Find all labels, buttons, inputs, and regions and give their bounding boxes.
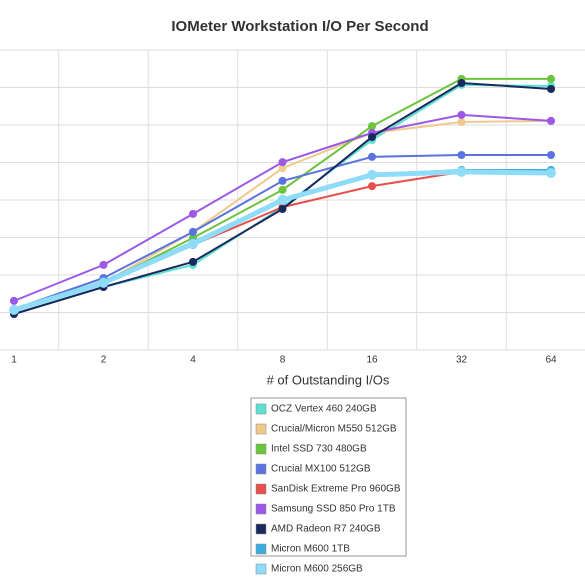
legend-label: Samsung SSD 850 Pro 1TB <box>271 504 396 515</box>
data-point <box>277 195 288 205</box>
legend-label: Crucial/Micron M550 512GB <box>271 424 397 435</box>
data-point <box>189 209 197 218</box>
data-point <box>278 176 287 185</box>
data-point <box>367 169 377 180</box>
data-point <box>457 79 466 87</box>
legend-swatch <box>255 523 267 535</box>
legend-label: Intel SSD 730 480GB <box>271 444 367 455</box>
legend-label: AMD Radeon R7 240GB <box>271 524 381 535</box>
data-point <box>98 277 109 288</box>
data-point <box>368 133 376 141</box>
legend-swatch <box>255 483 267 495</box>
data-point <box>10 296 18 305</box>
legend-swatch <box>255 443 267 455</box>
legend-label: OCZ Vertex 460 240GB <box>271 404 377 415</box>
data-point <box>457 118 466 126</box>
data-point <box>278 164 287 173</box>
data-point <box>546 168 556 178</box>
data-point <box>547 116 555 125</box>
legend-swatch <box>255 563 267 575</box>
data-point <box>457 151 466 159</box>
data-point <box>547 74 555 83</box>
x-tick-label: 1 <box>11 355 17 366</box>
x-tick-label: 2 <box>101 355 107 366</box>
legend-label: Crucial MX100 512GB <box>271 464 371 475</box>
data-point <box>188 238 198 249</box>
x-tick-label: 32 <box>456 355 468 366</box>
data-point <box>189 257 197 266</box>
data-point <box>99 260 108 269</box>
x-tick-label: 64 <box>545 355 557 366</box>
legend-label: SanDisk Extreme Pro 960GB <box>271 484 401 495</box>
x-axis-label: # of Outstanding I/Os <box>267 372 390 387</box>
legend <box>250 397 407 557</box>
data-point <box>368 122 376 131</box>
x-tick-label: 4 <box>190 355 196 366</box>
data-point <box>9 304 19 315</box>
legend-swatch <box>255 423 267 435</box>
data-point <box>368 182 376 191</box>
legend-swatch <box>255 463 267 475</box>
data-point <box>368 152 376 161</box>
data-point <box>278 158 287 167</box>
data-point <box>278 185 287 194</box>
data-point <box>547 151 555 159</box>
data-point <box>457 110 466 119</box>
legend-swatch <box>255 543 267 555</box>
data-point <box>189 227 197 236</box>
legend-label: Micron M600 1TB <box>271 544 350 555</box>
data-point <box>278 205 287 213</box>
data-point <box>456 166 467 177</box>
legend-swatch <box>255 503 267 515</box>
legend-swatch <box>255 403 267 415</box>
x-tick-label: 8 <box>280 355 286 366</box>
chart-title: IOMeter Workstation I/O Per Second <box>171 18 428 35</box>
data-point <box>547 85 555 93</box>
x-tick-label: 16 <box>366 355 378 366</box>
legend-label: Micron M600 256GB <box>271 564 363 575</box>
